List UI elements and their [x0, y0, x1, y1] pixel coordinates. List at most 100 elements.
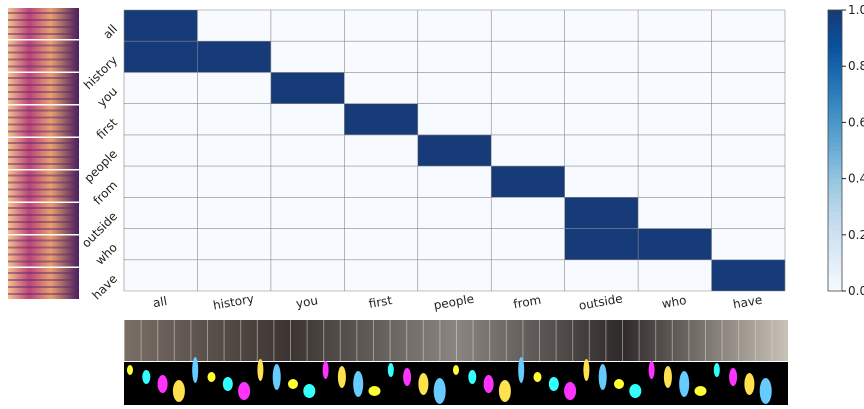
heatmap-cell	[124, 72, 198, 104]
feature-stripe	[8, 142, 79, 144]
x-tick-label: all	[152, 294, 168, 310]
colorbar-frame	[827, 9, 843, 292]
heatmap-cell	[638, 134, 712, 167]
colorbar-step	[828, 202, 842, 208]
colorbar-step	[828, 155, 842, 161]
video-frame-divider	[754, 320, 756, 361]
colorbar-step	[828, 70, 842, 77]
feature-stripe	[8, 12, 79, 14]
heatmap-cell	[197, 166, 271, 198]
video-frame-divider	[539, 320, 540, 361]
x-tick-label: have	[732, 293, 763, 312]
heatmap-cell	[417, 103, 492, 135]
colorbar-step	[828, 127, 842, 133]
video-frame-divider	[489, 320, 491, 361]
feature-stripe	[8, 163, 79, 165]
heatmap-cell	[124, 259, 198, 291]
feature-stripe	[8, 207, 79, 209]
mask-blob	[629, 384, 642, 398]
colorbar-step	[828, 136, 842, 142]
colorbar-step	[828, 19, 842, 25]
video-frame-divider	[605, 320, 607, 361]
mask-blob	[759, 378, 772, 404]
mask-blob	[127, 365, 133, 375]
colorbar-step	[828, 258, 842, 264]
heatmap-cell	[638, 41, 712, 73]
x-tick-label: who	[661, 293, 688, 311]
colorbar-step	[828, 94, 842, 100]
heatmap-cell	[344, 10, 418, 42]
feature-stripe	[8, 221, 79, 223]
mask-blob	[303, 384, 316, 398]
mask-blob	[418, 373, 429, 395]
heatmap-cell	[638, 166, 712, 198]
video-frame-divider	[588, 320, 590, 361]
heatmap-cell	[270, 134, 345, 167]
video-frame-divider	[157, 320, 159, 361]
colorbar-step	[828, 84, 842, 91]
mask-blob	[729, 368, 738, 386]
video-frame-divider	[256, 320, 258, 361]
heatmap-cell	[124, 41, 198, 73]
heatmap-cell	[270, 72, 345, 104]
heatmap-cell	[711, 41, 785, 73]
heatmap-cell	[197, 197, 271, 229]
heatmap-cell	[638, 259, 712, 291]
feature-stripe	[8, 65, 79, 68]
heatmap-cell	[417, 72, 492, 104]
colorbar-step	[828, 173, 842, 180]
video-frame-divider	[356, 320, 358, 361]
heatmap-cell	[417, 134, 492, 167]
colorbar-step	[828, 192, 842, 198]
video-frame-divider	[655, 320, 657, 361]
feature-stripe	[8, 19, 79, 21]
mask-blob	[583, 359, 590, 381]
colorbar-step	[828, 197, 842, 203]
colorbar-step	[828, 122, 842, 128]
colorbar-step	[828, 28, 842, 34]
video-frame-divider	[688, 320, 690, 361]
y-tick-label: who	[93, 240, 120, 267]
video-frame-divider	[173, 320, 175, 361]
heatmap-cell	[491, 72, 565, 104]
mask-blob	[694, 386, 707, 396]
mask-blob	[238, 382, 251, 400]
heatmap-cell	[197, 134, 271, 167]
feature-stripe	[8, 116, 79, 119]
feature-stripe	[8, 51, 79, 54]
colorbar-step	[828, 80, 842, 86]
video-frame-divider	[622, 320, 623, 361]
colorbar-step	[828, 230, 842, 236]
video-frame-divider	[273, 320, 275, 361]
video-frame-divider	[671, 320, 673, 361]
feature-stripe	[8, 98, 79, 100]
mask-blob	[453, 365, 459, 375]
colorbar-tick-label: 0.2	[848, 228, 864, 242]
mask-blob	[337, 366, 346, 388]
colorbar-step	[828, 169, 842, 175]
colorbar-step	[828, 244, 842, 250]
video-frame-divider	[323, 320, 325, 361]
heatmap-cell	[564, 228, 639, 260]
video-frame-divider	[389, 320, 391, 361]
mask-blob	[744, 373, 755, 395]
colorbar-step	[828, 216, 842, 222]
feature-stripe	[8, 91, 79, 93]
mask-blob	[679, 371, 690, 397]
feature-stripe	[8, 253, 79, 256]
heatmap-cell	[711, 166, 785, 198]
heatmap-cell	[417, 197, 492, 229]
feature-stripe	[8, 246, 79, 249]
colorbar-step	[828, 239, 842, 245]
colorbar-step	[828, 141, 842, 147]
y-tick-label: people	[81, 147, 120, 186]
heatmap-cell	[270, 259, 345, 291]
video-frame-divider	[140, 320, 142, 361]
mask-blob	[142, 370, 151, 384]
mask-blob	[533, 372, 542, 382]
video-frame-divider	[124, 320, 125, 361]
colorbar-tick-label: 1.0	[848, 3, 864, 17]
colorbar-step	[828, 103, 842, 109]
heatmap-cell	[564, 134, 639, 167]
